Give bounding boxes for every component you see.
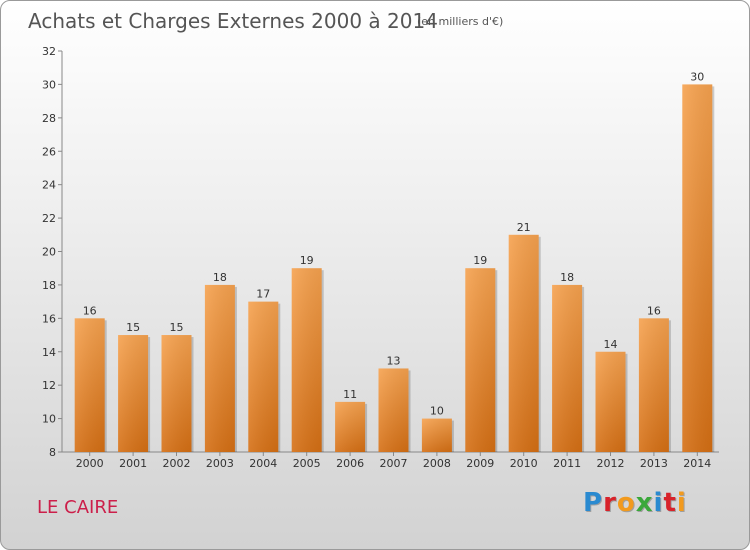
bar-shine <box>595 351 626 452</box>
y-tick-label: 28 <box>42 112 56 125</box>
y-tick-label: 10 <box>42 413 56 426</box>
data-label-2011: 18 <box>560 271 574 284</box>
bar-shine <box>378 368 409 452</box>
bar-shine <box>552 284 583 452</box>
data-label-2002: 15 <box>170 321 184 334</box>
chart-subtitle: (en milliers d'€) <box>417 15 504 28</box>
y-tick-label: 8 <box>49 446 56 459</box>
x-tick-label-2010: 2010 <box>510 457 538 470</box>
x-tick-label-2007: 2007 <box>380 457 408 470</box>
data-label-2004: 17 <box>256 288 270 301</box>
x-tick-label-2001: 2001 <box>119 457 147 470</box>
chart-bars <box>74 84 715 453</box>
bar-shine <box>421 418 452 452</box>
x-tick-label-2012: 2012 <box>597 457 625 470</box>
y-tick-label: 22 <box>42 212 56 225</box>
x-tick-label-2005: 2005 <box>293 457 321 470</box>
y-tick-label: 20 <box>42 246 56 259</box>
bar-shine <box>204 284 235 452</box>
data-label-2014: 30 <box>690 70 704 83</box>
y-tick-label: 26 <box>42 145 56 158</box>
y-tick-label: 14 <box>42 346 56 359</box>
data-label-2010: 21 <box>517 221 531 234</box>
data-label-2006: 11 <box>343 388 357 401</box>
x-tick-label-2008: 2008 <box>423 457 451 470</box>
x-tick-label-2014: 2014 <box>683 457 711 470</box>
bar-shine <box>335 401 366 452</box>
x-tick-label-2006: 2006 <box>336 457 364 470</box>
bar-shine <box>161 335 192 452</box>
location-label: LE CAIRE <box>37 497 119 518</box>
x-tick-label-2004: 2004 <box>249 457 277 470</box>
x-tick-label-2000: 2000 <box>76 457 104 470</box>
x-tick-label-2003: 2003 <box>206 457 234 470</box>
data-label-2005: 19 <box>300 254 314 267</box>
data-label-2012: 14 <box>604 338 618 351</box>
y-tick-label: 16 <box>42 312 56 325</box>
bar-shine <box>638 318 669 452</box>
proxiti-logo[interactable]: Proxiti <box>583 488 687 518</box>
x-tick-label-2009: 2009 <box>466 457 494 470</box>
data-label-2000: 16 <box>83 304 97 317</box>
data-label-2009: 19 <box>473 254 487 267</box>
y-tick-label: 12 <box>42 379 56 392</box>
bar-shine <box>508 234 539 452</box>
bar-shine <box>682 84 713 453</box>
chart-title: Achats et Charges Externes 2000 à 2014 <box>28 9 438 33</box>
y-tick-label: 30 <box>42 78 56 91</box>
data-label-2008: 10 <box>430 405 444 418</box>
chart-labels: 2000 16 2001 15 2002 15 2003 18 2004 17 2005 19 2006… <box>76 70 712 470</box>
bar-shine <box>74 318 105 452</box>
x-tick-label-2013: 2013 <box>640 457 668 470</box>
data-label-2007: 13 <box>387 354 401 367</box>
bar-shine <box>465 268 496 452</box>
data-label-2001: 15 <box>126 321 140 334</box>
bar-shine <box>118 335 149 452</box>
bar-shine <box>248 301 279 452</box>
y-tick-label: 24 <box>42 179 56 192</box>
data-label-2013: 16 <box>647 304 661 317</box>
x-tick-label-2002: 2002 <box>163 457 191 470</box>
x-tick-label-2011: 2011 <box>553 457 581 470</box>
bar-shine <box>291 268 322 452</box>
y-tick-label: 32 <box>42 45 56 58</box>
y-tick-label: 18 <box>42 279 56 292</box>
data-label-2003: 18 <box>213 271 227 284</box>
